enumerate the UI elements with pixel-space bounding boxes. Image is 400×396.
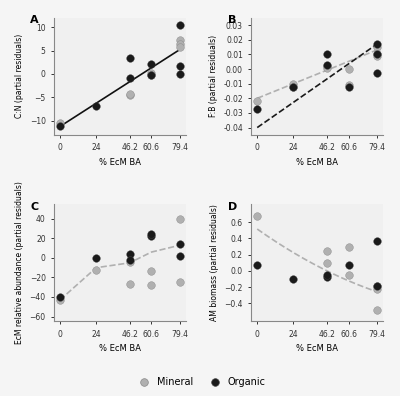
Point (324, 248, 330, 255)
Point (93, 103, 99, 109)
Point (176, 216, 183, 222)
Point (324, 274, 330, 280)
Point (324, 260, 330, 266)
Point (374, 307, 380, 313)
Point (93, 255, 99, 261)
Text: D: D (228, 202, 237, 212)
Y-axis label: F:B (partial residuals): F:B (partial residuals) (209, 35, 218, 117)
Point (374, 53, 380, 59)
Text: C: C (30, 202, 38, 212)
Point (148, 267, 154, 274)
Point (374, 51, 380, 57)
Text: A: A (30, 15, 39, 25)
Point (290, 80, 297, 87)
Point (345, 262, 352, 268)
Point (374, 44, 380, 50)
Point (374, 282, 380, 289)
Point (374, 238, 380, 244)
X-axis label: % EcM BA: % EcM BA (99, 158, 141, 167)
Point (126, 281, 133, 287)
Point (324, 63, 330, 69)
Point (126, 259, 133, 265)
Point (176, 37, 183, 44)
Y-axis label: EcM relative abundance (partial residuals): EcM relative abundance (partial residual… (15, 181, 24, 344)
Point (126, 74, 133, 81)
Point (176, 279, 183, 286)
X-axis label: % EcM BA: % EcM BA (99, 344, 141, 353)
Point (290, 276, 297, 282)
Point (176, 253, 183, 259)
Point (290, 84, 297, 90)
Point (374, 286, 380, 292)
Point (254, 213, 260, 219)
Point (57, 123, 63, 129)
Legend: Mineral, Organic: Mineral, Organic (131, 373, 269, 391)
Point (148, 230, 154, 237)
Point (126, 54, 133, 61)
Point (176, 71, 183, 77)
Point (324, 65, 330, 71)
Point (345, 244, 352, 250)
Point (374, 282, 380, 289)
X-axis label: % EcM BA: % EcM BA (296, 344, 338, 353)
Point (126, 91, 133, 97)
Point (148, 70, 154, 76)
Point (345, 84, 352, 90)
Point (176, 63, 183, 70)
Point (345, 272, 352, 278)
Point (148, 233, 154, 240)
Y-axis label: C:N (partial residuals): C:N (partial residuals) (15, 34, 24, 118)
Point (93, 267, 99, 273)
Point (148, 282, 154, 288)
Point (290, 84, 297, 90)
Text: B: B (228, 15, 236, 25)
Point (126, 92, 133, 98)
Point (176, 241, 183, 248)
Point (324, 272, 330, 278)
Point (254, 262, 260, 268)
Point (374, 41, 380, 47)
Point (148, 72, 154, 78)
Point (148, 72, 154, 78)
Point (57, 120, 63, 126)
Point (176, 44, 183, 50)
Point (126, 251, 133, 257)
Point (57, 294, 63, 300)
Point (176, 40, 183, 47)
Y-axis label: AM biomass (partial residuals): AM biomass (partial residuals) (210, 204, 219, 321)
Point (254, 105, 260, 112)
Point (345, 66, 352, 72)
Point (324, 61, 330, 68)
Point (126, 257, 133, 263)
Point (345, 82, 352, 88)
Point (57, 297, 63, 303)
Point (374, 51, 380, 57)
Point (176, 22, 183, 28)
X-axis label: % EcM BA: % EcM BA (296, 158, 338, 167)
Point (324, 51, 330, 57)
Point (148, 61, 154, 67)
Point (254, 98, 260, 105)
Point (374, 70, 380, 76)
